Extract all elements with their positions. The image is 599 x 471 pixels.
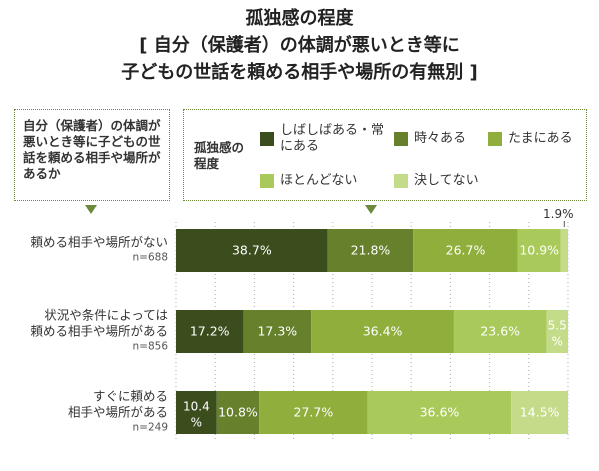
category-label: すぐに頼める (93, 389, 168, 404)
category-arrow-icon (85, 205, 97, 214)
data-label: 21.8% (351, 243, 391, 258)
bar-segment (517, 229, 561, 272)
data-label: 38.7% (232, 243, 272, 258)
legend-label-0: しばしばある・常にある (280, 123, 385, 154)
data-label: 27.7% (294, 405, 334, 420)
bar-segment (216, 391, 260, 434)
bar-segment (311, 310, 454, 353)
category-label: 相手や場所がある (68, 405, 168, 420)
data-label: % (552, 335, 563, 349)
chart-title-line-1: 孤独感の程度 (245, 8, 354, 29)
chart-title-line-3: 子どもの世話を頼める相手や場所の有無別 ] (121, 62, 478, 83)
legend-box: 孤独感の程度 しばしばある・常にある 時々ある たまにある ほとんどない 決して… (183, 109, 587, 201)
category-question-text: 自分（保護者）の体調が悪いとき等に子どもの世話を頼める相手や場所があるか (23, 118, 161, 181)
bar-segment (546, 310, 568, 353)
category-sample-size: n=856 (133, 341, 169, 353)
data-label: 23.6% (480, 324, 520, 339)
bar-segment (176, 229, 328, 272)
data-label: 26.7% (446, 243, 486, 258)
data-label: 1.9% (543, 207, 574, 221)
legend-label-3: ほとんどない (280, 173, 358, 188)
legend-arrow-icon (365, 205, 377, 214)
data-label: 17.2% (190, 324, 230, 339)
chart-title-line-2: [ 自分（保護者）の体調が悪いとき等に (139, 35, 460, 56)
bar-segment (560, 229, 568, 272)
legend-label-2: たまにある (508, 131, 573, 146)
legend-swatch-1 (394, 132, 408, 146)
data-label: 5.5 (548, 319, 567, 333)
category-sample-size: n=688 (133, 252, 169, 264)
data-label: 36.6% (420, 405, 460, 420)
bar-segment (327, 229, 414, 272)
category-label: 頼める相手や場所がない (30, 235, 168, 250)
legend-swatch-0 (260, 132, 274, 146)
bar-segment (259, 391, 368, 434)
bar-segment (176, 310, 244, 353)
bar-segment (453, 310, 547, 353)
data-label: 17.3% (257, 324, 297, 339)
data-label: 14.5% (520, 405, 560, 420)
category-label: 頼める相手や場所がある (30, 324, 168, 339)
data-label: 10.9% (519, 243, 559, 258)
bar-segment (176, 391, 217, 434)
data-label: 10.4 (183, 400, 210, 414)
bar-segment (413, 229, 518, 272)
category-sample-size: n=249 (133, 422, 169, 434)
bar-segment (367, 391, 512, 434)
legend-swatch-3 (260, 174, 274, 188)
category-question-box: 自分（保護者）の体調が悪いとき等に子どもの世話を頼める相手や場所があるか (14, 109, 170, 201)
data-label: 36.4% (363, 324, 403, 339)
data-label: 10.8% (218, 405, 258, 420)
bar-segment (511, 391, 568, 434)
data-label: % (191, 416, 202, 430)
legend-swatch-2 (488, 132, 502, 146)
legend-title: 孤独感の程度 (194, 140, 245, 171)
legend-label-4: 決してない (414, 173, 479, 188)
category-label: 状況や条件によっては (44, 308, 168, 323)
bar-segment (243, 310, 312, 353)
legend-swatch-4 (394, 174, 408, 188)
legend-label-1: 時々ある (414, 131, 467, 146)
